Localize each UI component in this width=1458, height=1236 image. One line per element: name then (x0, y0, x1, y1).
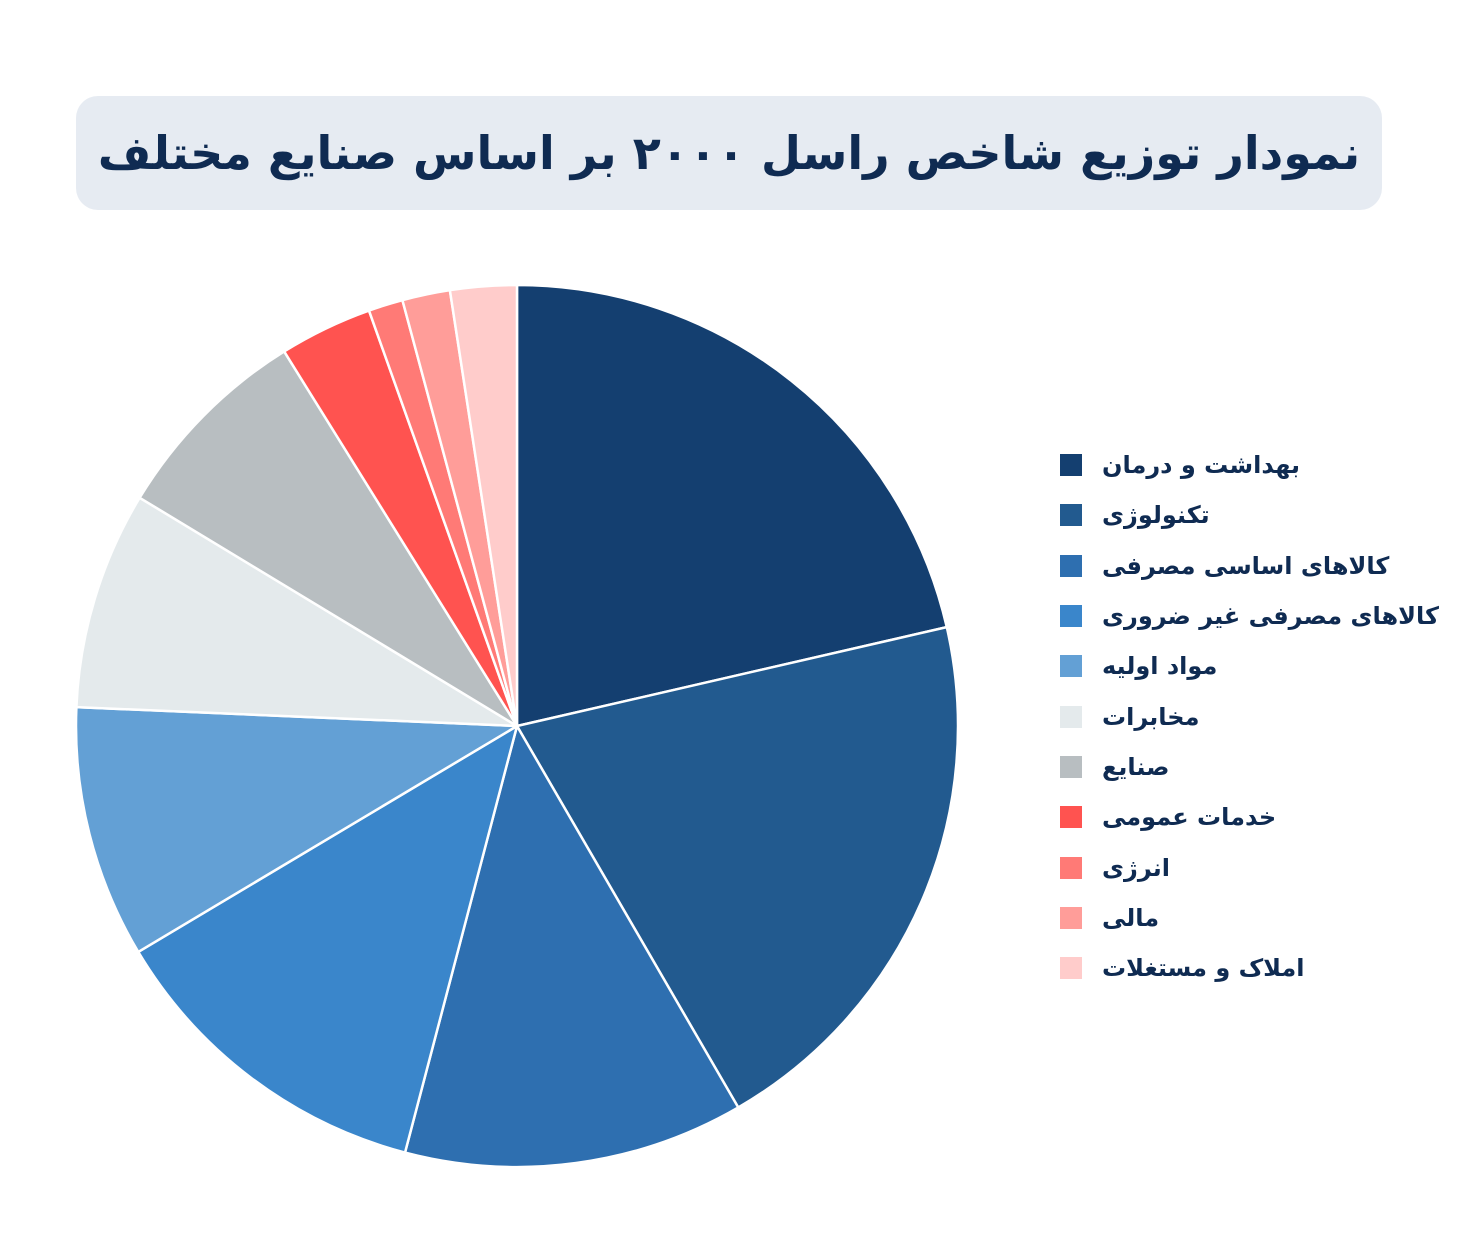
legend-item: کالاهای مصرفی غیر ضروری (1060, 591, 1440, 641)
legend-swatch (1060, 454, 1082, 477)
legend-label: بهداشت و درمان (1102, 451, 1301, 480)
title-banner: نمودار توزیع شاخص راسل ۲۰۰۰ بر اساس صنای… (76, 96, 1382, 210)
legend-swatch (1060, 554, 1082, 577)
pie-slice-1 (515, 625, 960, 1109)
legend-swatch (1060, 906, 1082, 929)
legend-label: خدمات عمومی (1102, 803, 1277, 832)
legend-label: کالاهای مصرفی غیر ضروری (1102, 602, 1439, 631)
legend-label: صنایع (1102, 752, 1170, 781)
legend: بهداشت و درمان تکنولوژی کالاهای اساسی مصرف… (1060, 440, 1440, 993)
legend-item: تکنولوژی (1060, 490, 1440, 540)
pie-slice-6 (138, 350, 519, 728)
legend-swatch (1060, 856, 1082, 879)
pie-slice-5 (75, 496, 519, 728)
legend-item: انرژی (1060, 842, 1440, 892)
legend-swatch (1060, 957, 1082, 980)
pie-slice-4 (74, 705, 519, 954)
legend-item: خدمات عمومی (1060, 792, 1440, 842)
legend-swatch (1060, 806, 1082, 829)
legend-item: مخابرات (1060, 691, 1440, 741)
legend-label: مخابرات (1102, 702, 1200, 731)
legend-item: صنایع (1060, 742, 1440, 792)
chart-title: نمودار توزیع شاخص راسل ۲۰۰۰ بر اساس صنای… (97, 126, 1361, 180)
legend-label: مالی (1102, 903, 1160, 932)
legend-swatch (1060, 705, 1082, 728)
legend-label: املاک و مستغلات (1102, 954, 1305, 983)
pie-slice-0 (515, 283, 949, 728)
legend-item: مالی (1060, 893, 1440, 943)
legend-item: مواد اولیه (1060, 641, 1440, 691)
legend-label: تکنولوژی (1102, 501, 1210, 530)
legend-swatch (1060, 605, 1082, 628)
legend-item: کالاهای اساسی مصرفی (1060, 541, 1440, 591)
legend-swatch (1060, 755, 1082, 778)
legend-swatch (1060, 655, 1082, 678)
pie-slice-10 (448, 283, 519, 728)
legend-item: بهداشت و درمان (1060, 440, 1440, 490)
legend-label: انرژی (1102, 853, 1170, 882)
legend-label: مواد اولیه (1102, 652, 1218, 681)
pie-slice-3 (137, 724, 519, 1154)
legend-label: کالاهای اساسی مصرفی (1102, 551, 1390, 580)
legend-swatch (1060, 504, 1082, 527)
legend-item: املاک و مستغلات (1060, 943, 1440, 993)
